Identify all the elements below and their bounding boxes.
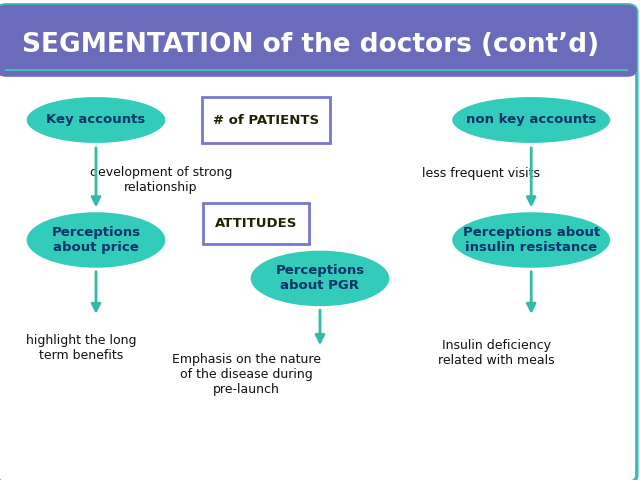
Ellipse shape — [250, 250, 390, 307]
Text: Insulin deficiency
related with meals: Insulin deficiency related with meals — [438, 339, 555, 367]
Text: # of PATIENTS: # of PATIENTS — [212, 113, 319, 127]
FancyBboxPatch shape — [0, 5, 637, 77]
Text: Emphasis on the nature
of the disease during
pre-launch: Emphasis on the nature of the disease du… — [172, 353, 321, 396]
Ellipse shape — [26, 211, 166, 269]
Ellipse shape — [26, 96, 166, 144]
Text: development of strong
relationship: development of strong relationship — [90, 166, 232, 194]
Ellipse shape — [451, 211, 611, 269]
FancyBboxPatch shape — [6, 43, 627, 70]
FancyBboxPatch shape — [204, 203, 309, 243]
Text: Perceptions about
insulin resistance: Perceptions about insulin resistance — [463, 226, 600, 254]
Text: Key accounts: Key accounts — [46, 113, 146, 127]
FancyBboxPatch shape — [202, 97, 330, 143]
Ellipse shape — [451, 96, 611, 144]
Text: SEGMENTATION of the doctors (cont’d): SEGMENTATION of the doctors (cont’d) — [22, 32, 600, 58]
Text: highlight the long
term benefits: highlight the long term benefits — [26, 334, 136, 362]
Text: less frequent visits: less frequent visits — [422, 167, 540, 180]
Text: non key accounts: non key accounts — [466, 113, 596, 127]
FancyBboxPatch shape — [0, 5, 637, 480]
Text: Perceptions
about PGR: Perceptions about PGR — [275, 264, 365, 292]
Text: ATTITUDES: ATTITUDES — [215, 216, 297, 230]
Text: Perceptions
about price: Perceptions about price — [51, 226, 141, 254]
